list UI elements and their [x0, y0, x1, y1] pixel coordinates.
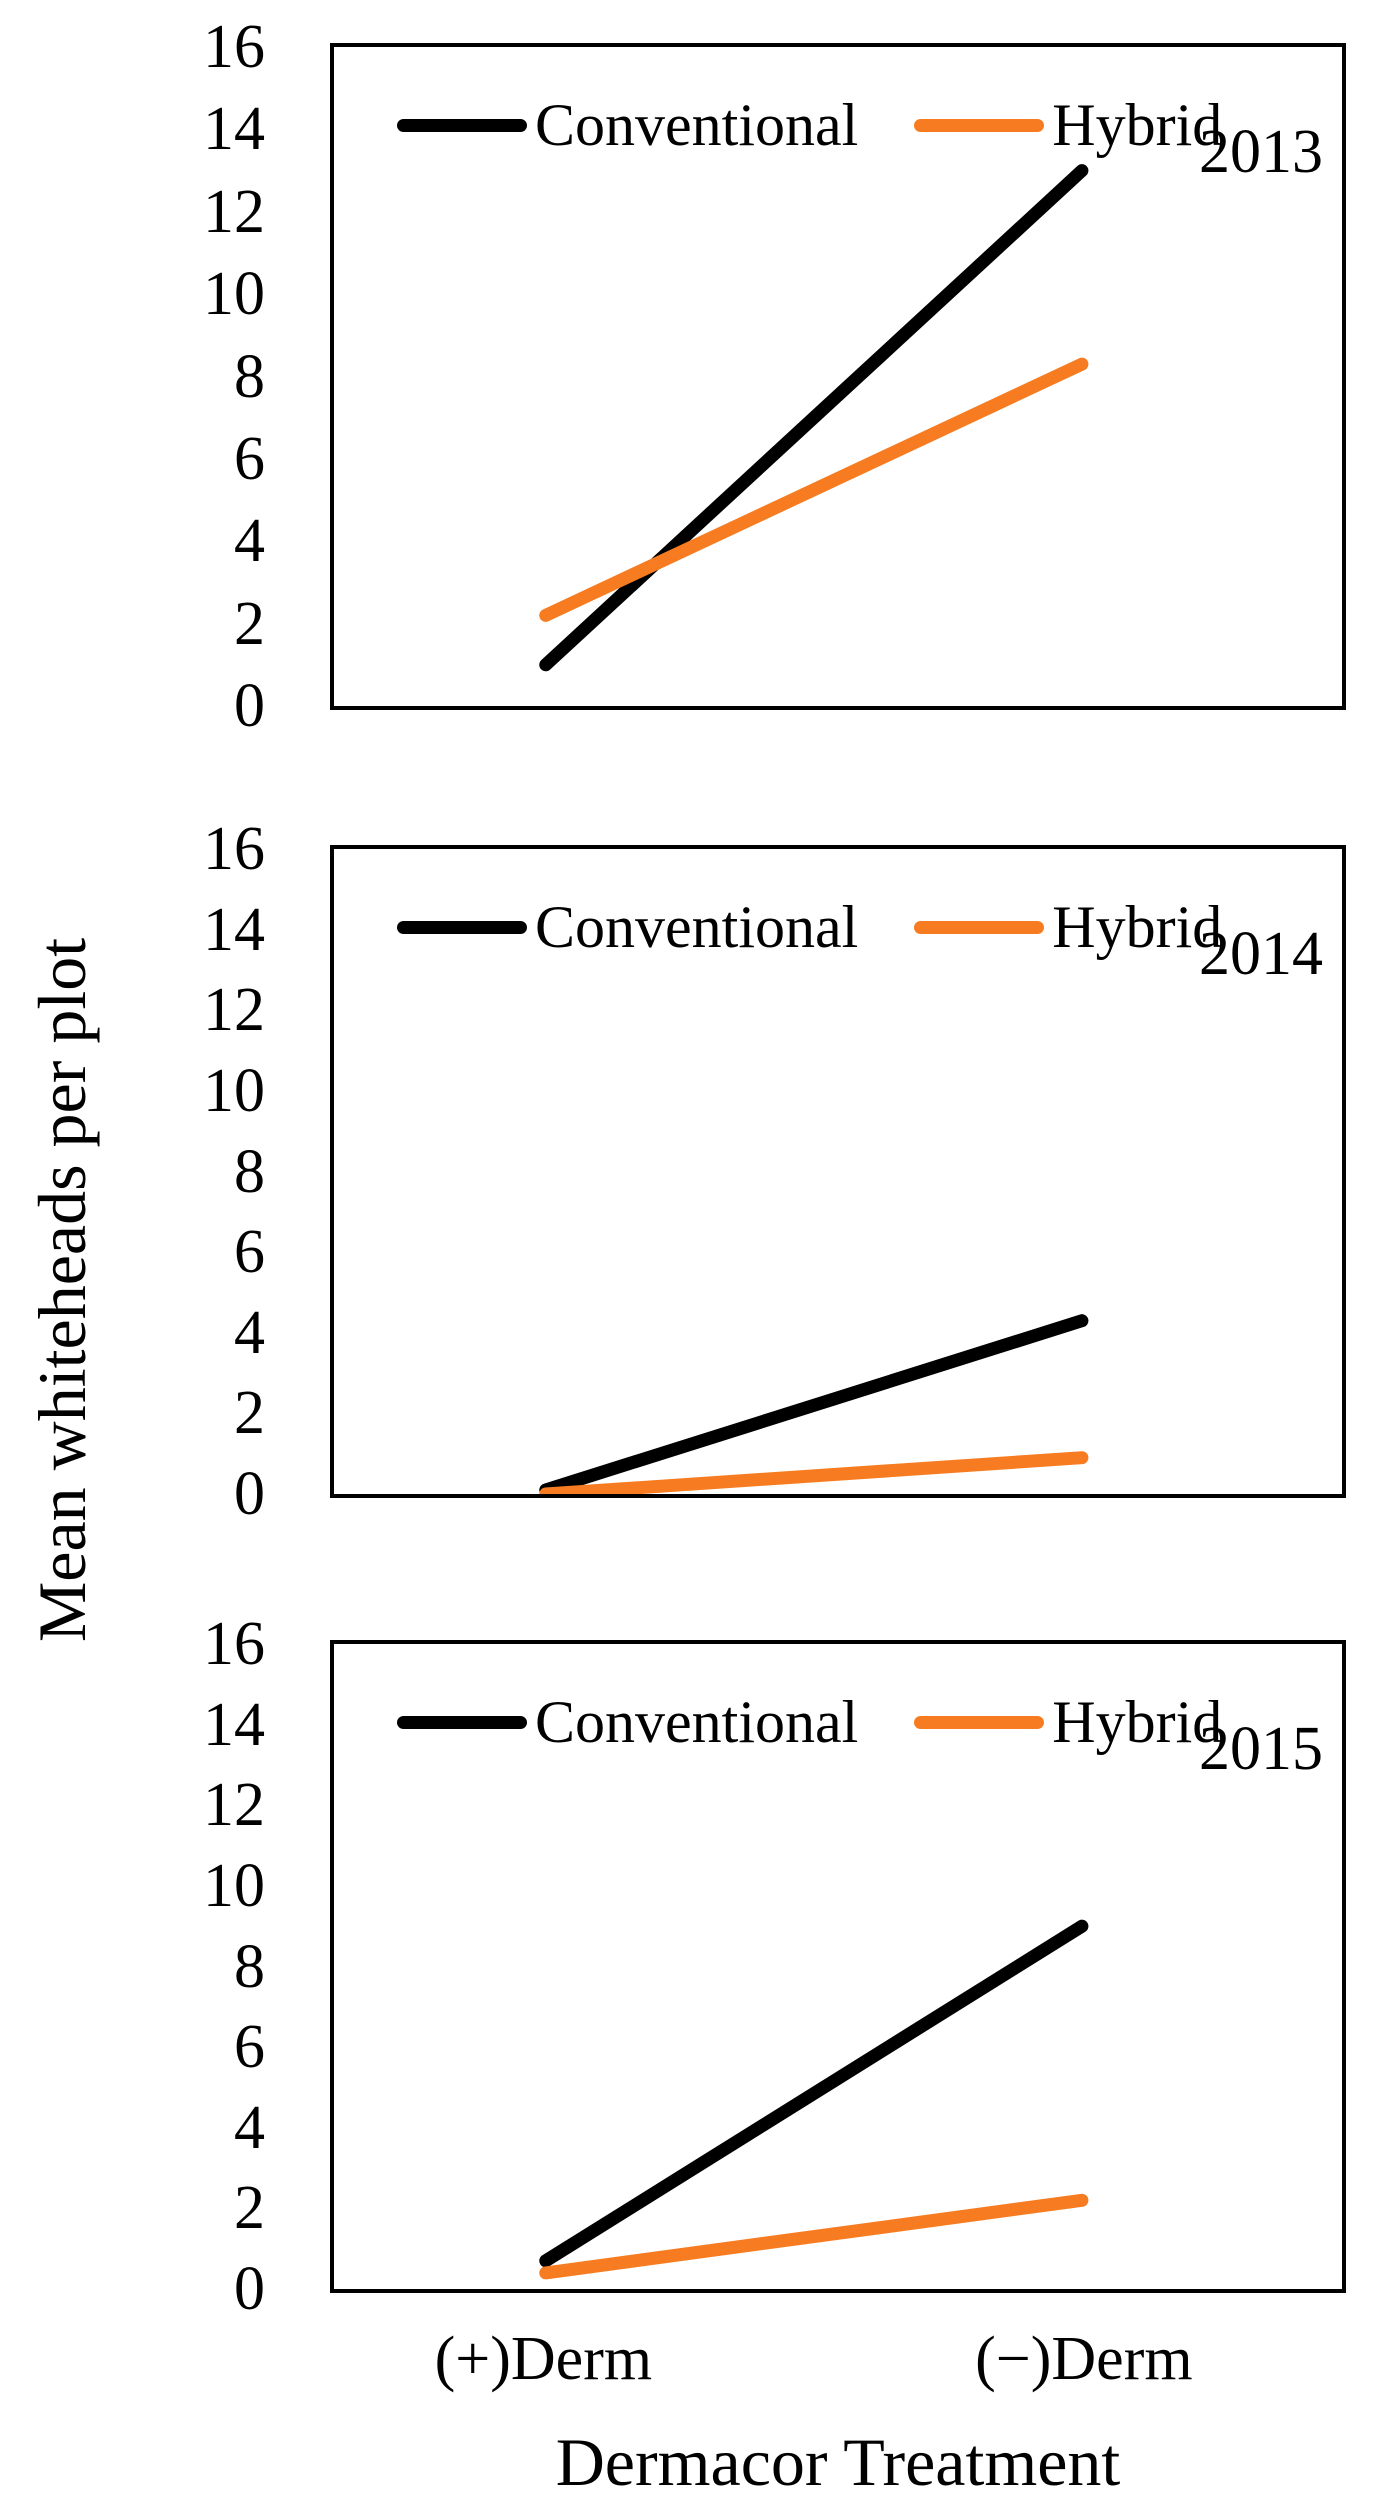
- y-tick-label: 16: [203, 13, 265, 81]
- y-tick-label: 2: [234, 1379, 265, 1448]
- y-tick-label: 14: [203, 95, 265, 164]
- hybrid-line: [539, 1451, 1089, 1494]
- legend-label-hybrid: Hybrid: [1052, 894, 1223, 960]
- legend: Conventional Hybrid: [397, 895, 1222, 959]
- legend-label-hybrid: Hybrid: [1052, 1689, 1223, 1755]
- legend-swatch-conventional: [397, 118, 527, 132]
- y-tick-label: 12: [203, 177, 265, 246]
- legend: Conventional Hybrid: [397, 93, 1222, 157]
- y-tick-label: 8: [234, 1137, 265, 1206]
- plot-area: [539, 1314, 1089, 1494]
- y-tick-label: 14: [203, 895, 265, 964]
- y-tick-label: 14: [203, 1690, 265, 1759]
- y-tick-label: 16: [203, 1610, 265, 1678]
- hybrid-line: [539, 2193, 1089, 2280]
- plot-box-2013: Conventional Hybrid 2013: [330, 43, 1346, 710]
- legend: Conventional Hybrid: [397, 1690, 1222, 1754]
- legend-swatch-conventional: [397, 920, 527, 934]
- y-tick-label: 6: [234, 1218, 265, 1287]
- panel-year-label: 2014: [1199, 920, 1323, 988]
- y-tick-label: 4: [234, 507, 265, 576]
- y-tick-label: 6: [234, 2013, 265, 2082]
- plot-area: [539, 1919, 1089, 2280]
- y-tick-label: 8: [234, 1932, 265, 2001]
- legend-label-conventional: Conventional: [535, 1689, 859, 1755]
- chart-panel-2014: 0 2 4 6 8 10 12 14 16 Conventional Hybrid 2014: [0, 818, 1375, 1525]
- y-tick-label: 2: [234, 589, 265, 658]
- legend-label-conventional: Conventional: [535, 92, 859, 158]
- x-axis-title: Dermacor Treatment: [555, 2424, 1121, 2500]
- legend-swatch-hybrid: [914, 118, 1045, 132]
- y-tick-label: 10: [203, 260, 265, 329]
- conventional-line: [539, 164, 1089, 672]
- y-tick-label: 2: [234, 2174, 265, 2243]
- y-tick-label: 12: [203, 976, 265, 1045]
- panel-year-label: 2013: [1199, 118, 1323, 186]
- legend-swatch-hybrid: [914, 920, 1045, 934]
- y-tick-label: 0: [234, 672, 265, 740]
- conventional-line: [539, 1314, 1089, 1494]
- legend-label-conventional: Conventional: [535, 894, 859, 960]
- y-tick-label: 10: [203, 1851, 265, 1920]
- x-axis-tick-labels: (+)Derm (−)Derm: [330, 2328, 1346, 2408]
- hybrid-line: [539, 357, 1089, 622]
- y-tick-label: 10: [203, 1056, 265, 1125]
- y-tick-label: 0: [234, 1460, 265, 1528]
- legend-label-hybrid: Hybrid: [1052, 92, 1223, 158]
- panel-year-label: 2015: [1199, 1715, 1323, 1783]
- conventional-line: [539, 1919, 1089, 2268]
- x-tick-label-plus-derm: (+)Derm: [434, 2325, 653, 2393]
- y-tick-label: 0: [234, 2255, 265, 2323]
- y-tick-label: 4: [234, 2093, 265, 2162]
- y-tick-label: 6: [234, 424, 265, 493]
- x-tick-label-minus-derm: (−)Derm: [975, 2325, 1193, 2393]
- y-tick-label: 16: [203, 815, 265, 883]
- chart-panel-2015: 0 2 4 6 8 10 12 14 16 Conventional Hybrid 2015: [0, 1613, 1375, 2320]
- y-tick-label: 4: [234, 1298, 265, 1367]
- y-tick-label: 8: [234, 342, 265, 411]
- plot-box-2015: Conventional Hybrid 2015: [330, 1640, 1346, 2293]
- legend-swatch-hybrid: [914, 1715, 1045, 1729]
- plot-box-2014: Conventional Hybrid 2014: [330, 845, 1346, 1498]
- legend-swatch-conventional: [397, 1715, 527, 1729]
- y-tick-label: 12: [203, 1771, 265, 1840]
- chart-panel-2013: 0 2 4 6 8 10 12 14 16 Conventional Hybrid 2013: [0, 16, 1375, 737]
- plot-area: [539, 164, 1089, 672]
